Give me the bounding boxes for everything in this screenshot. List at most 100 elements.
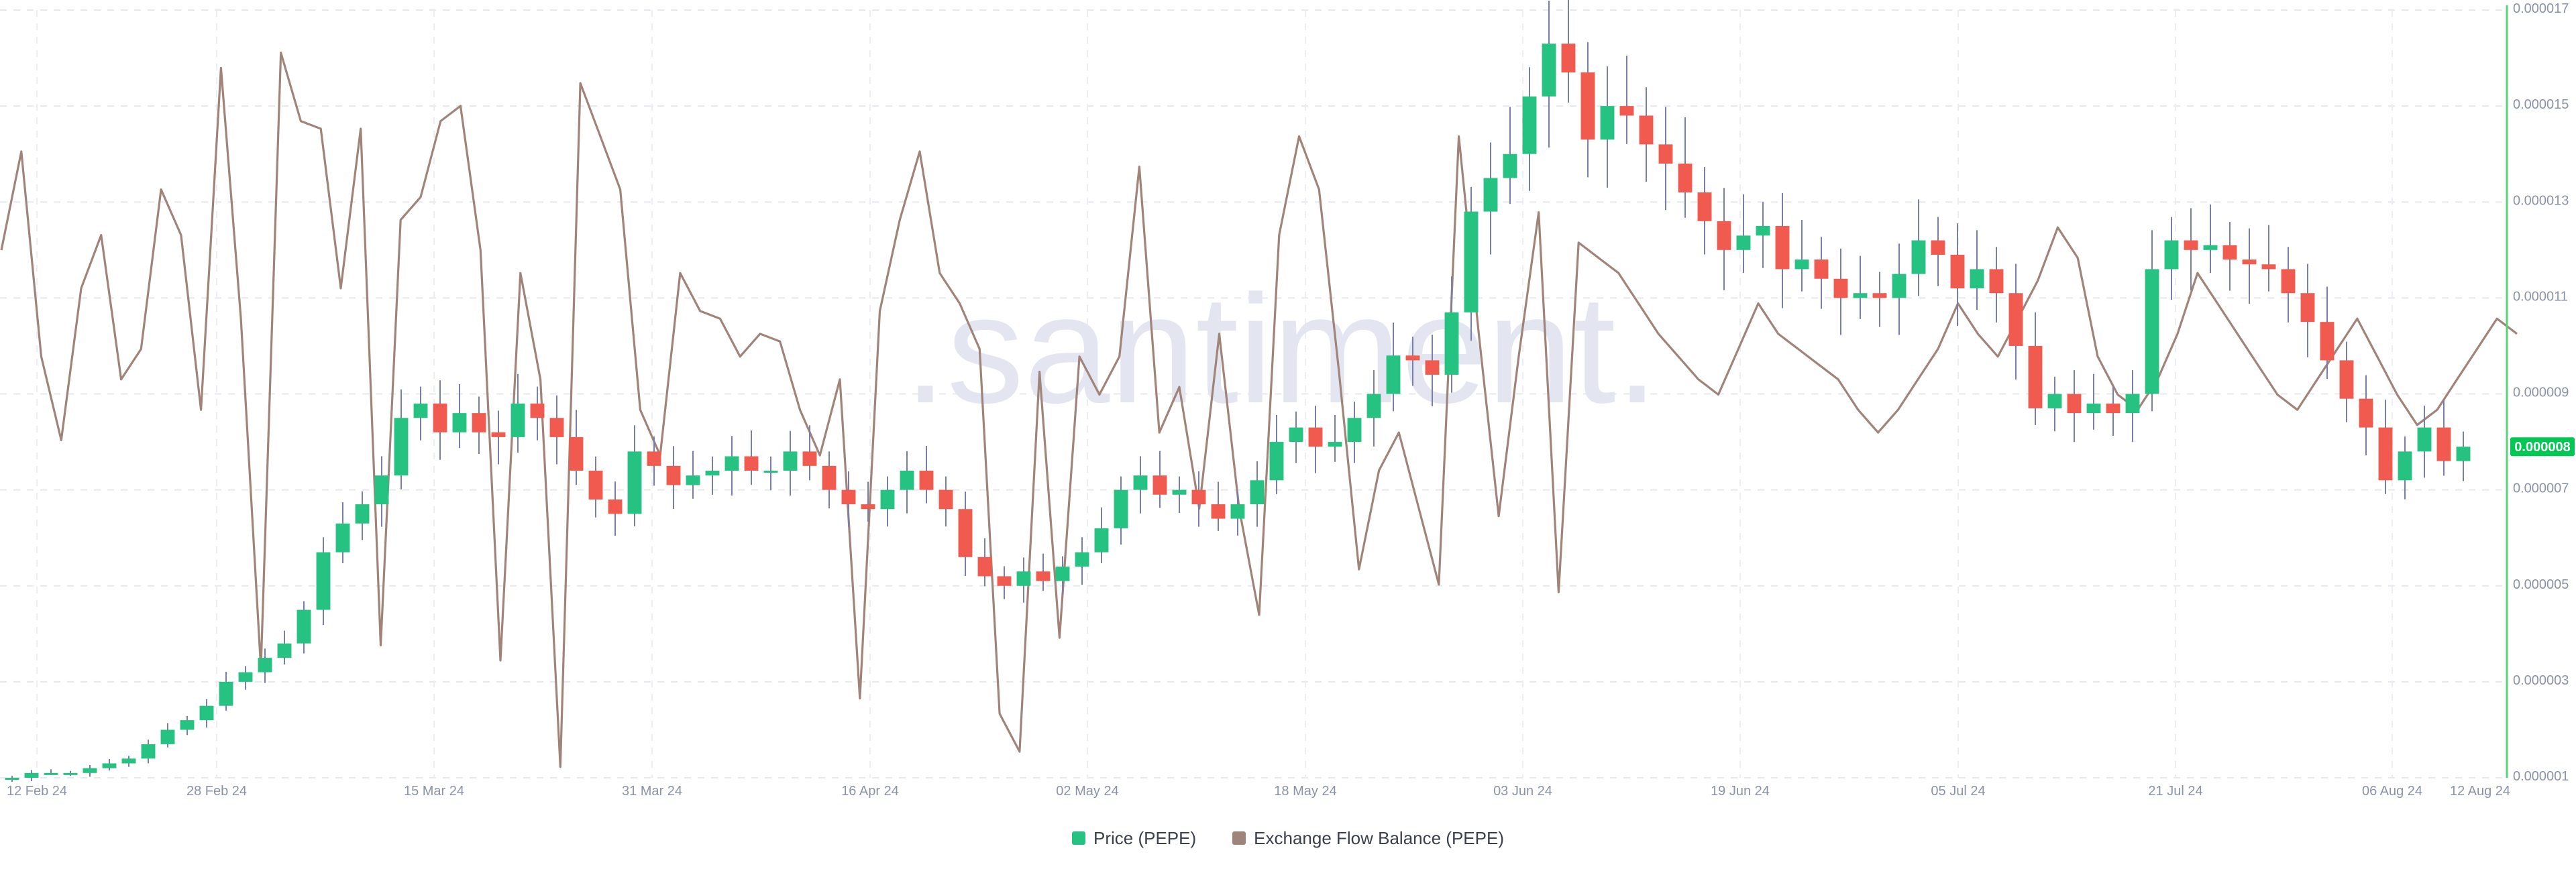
x-tick-label: 31 Mar 24 xyxy=(622,784,682,799)
candle-body xyxy=(880,489,895,510)
legend-swatch-price xyxy=(1071,831,1085,845)
candle-body xyxy=(63,772,78,775)
y-tick-label: 0.000007 xyxy=(2513,481,2569,496)
candle-body xyxy=(1503,154,1517,178)
candle-body xyxy=(1658,144,1673,164)
candle-body xyxy=(2067,394,2082,414)
candle-body xyxy=(2106,403,2121,414)
candle-body xyxy=(608,499,623,514)
candle-body xyxy=(2028,345,2043,408)
x-tick-label: 19 Jun 24 xyxy=(1711,784,1770,799)
candle-body xyxy=(647,451,661,466)
candle-body xyxy=(24,772,39,778)
candle-body xyxy=(744,456,759,471)
candle-body xyxy=(1833,278,1848,298)
candle-body xyxy=(1639,115,1654,145)
x-tick-label: 06 Aug 24 xyxy=(2362,784,2422,799)
candle-body xyxy=(1522,96,1537,154)
legend-label-price: Price (PEPE) xyxy=(1093,827,1197,848)
y-tick-label: 0.000015 xyxy=(2513,97,2569,112)
candle-body xyxy=(355,504,370,524)
candle-body xyxy=(1250,480,1265,505)
candle-body xyxy=(1736,235,1751,250)
candle-body xyxy=(1911,240,1926,274)
candle-body xyxy=(2378,427,2393,481)
candle-body xyxy=(1717,221,1731,250)
candle-body xyxy=(394,418,409,476)
x-tick-label: 21 Jul 24 xyxy=(2148,784,2202,799)
candle-body xyxy=(841,489,856,505)
candle-body xyxy=(1931,240,1945,255)
candle-body xyxy=(1269,442,1284,481)
candle-body xyxy=(1814,259,1829,279)
y-tick-label: 0.000001 xyxy=(2513,769,2569,784)
candle-body xyxy=(413,403,428,418)
candle-body xyxy=(2086,403,2101,414)
candle-body xyxy=(569,436,584,471)
candle-body xyxy=(1191,489,1206,505)
axis-layer: 0.000001 0.000003 0.000005 0.000007 0.000009… xyxy=(7,1,2575,799)
candle-body xyxy=(1950,254,1965,289)
candle-body xyxy=(1094,528,1109,552)
candle-body xyxy=(1308,427,1323,447)
candle-body xyxy=(1211,504,1226,519)
x-tick-label: 02 May 24 xyxy=(1056,784,1118,799)
price-candles-layer xyxy=(5,0,2471,782)
candle-body xyxy=(686,475,700,485)
candle-body xyxy=(316,552,331,610)
candle-body xyxy=(2339,360,2354,399)
candle-body xyxy=(938,489,953,510)
candle-body xyxy=(1230,504,1245,519)
candle-body xyxy=(666,465,681,485)
candle-body xyxy=(2320,322,2334,361)
candle-body xyxy=(724,456,739,471)
candle-body xyxy=(1386,355,1401,394)
candle-body xyxy=(958,509,973,557)
candle-body xyxy=(277,643,292,658)
x-tick-label: 12 Feb 24 xyxy=(7,784,67,799)
legend: Price (PEPE) Exchange Flow Balance (PEPE… xyxy=(0,823,2576,853)
candle-body xyxy=(1794,259,1809,270)
legend-label-exchange-flow: Exchange Flow Balance (PEPE) xyxy=(1254,827,1504,848)
x-tick-label: 18 May 24 xyxy=(1274,784,1336,799)
candle-body xyxy=(822,465,837,490)
candle-body xyxy=(2359,398,2373,428)
candle-body xyxy=(1425,360,1440,375)
candle-body xyxy=(1600,106,1615,140)
candle-body xyxy=(1444,312,1459,375)
candle-body xyxy=(1678,164,1693,192)
candle-body xyxy=(2242,259,2257,265)
candle-body xyxy=(1152,475,1167,495)
candle-body xyxy=(2125,394,2140,414)
legend-item-price[interactable]: Price (PEPE) xyxy=(1071,827,1197,849)
y-tick-label: 0.000005 xyxy=(2513,577,2569,592)
candle-body xyxy=(2417,427,2432,452)
candle-body xyxy=(5,778,19,780)
y-tick-label: 0.000003 xyxy=(2513,673,2569,688)
candle-body xyxy=(83,768,97,773)
candle-body xyxy=(297,609,311,644)
candle-body xyxy=(1892,274,1907,298)
candle-body xyxy=(1016,571,1031,586)
x-tick-label: 15 Mar 24 xyxy=(404,784,464,799)
candle-body xyxy=(2145,269,2159,394)
x-tick-label: 16 Apr 24 xyxy=(841,784,899,799)
candle-body xyxy=(588,471,603,500)
candle-body xyxy=(1619,106,1634,116)
candle-body xyxy=(1055,567,1070,581)
candle-body xyxy=(44,772,58,775)
candle-body xyxy=(258,658,272,673)
candle-body xyxy=(2261,264,2276,270)
candle-body xyxy=(763,471,778,473)
legend-item-exchange-flow[interactable]: Exchange Flow Balance (PEPE) xyxy=(1232,828,1504,849)
candle-body xyxy=(1970,269,1984,289)
candle-body xyxy=(452,413,467,432)
candle-body xyxy=(1561,44,1576,73)
y-tick-label: 0.000017 xyxy=(2513,1,2569,16)
candle-body xyxy=(1872,293,1887,298)
candle-body xyxy=(1133,475,1148,490)
candle-body xyxy=(102,763,117,768)
candle-body xyxy=(2456,447,2471,461)
